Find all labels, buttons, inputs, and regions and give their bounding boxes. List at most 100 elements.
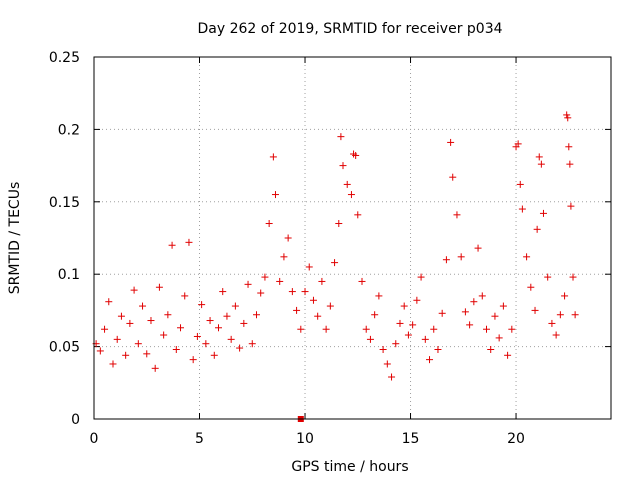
data-point xyxy=(537,160,545,168)
data-point xyxy=(309,296,317,304)
data-point xyxy=(335,220,343,228)
chart-title: Day 262 of 2019, SRMTID for receiver p03… xyxy=(197,21,502,37)
data-point xyxy=(172,345,180,353)
data-point xyxy=(276,277,284,285)
data-point xyxy=(151,364,159,372)
data-point xyxy=(470,298,478,306)
data-point xyxy=(181,292,189,300)
data-point xyxy=(430,325,438,333)
data-point xyxy=(478,292,486,300)
data-point xyxy=(556,311,564,319)
data-point xyxy=(504,351,512,359)
data-point xyxy=(565,143,573,151)
data-point xyxy=(318,277,326,285)
x-tick-label: 5 xyxy=(195,431,204,447)
grid-lines xyxy=(94,57,611,419)
y-tick-label: 0.05 xyxy=(49,340,80,356)
data-point xyxy=(265,220,273,228)
data-point xyxy=(535,153,543,161)
data-point xyxy=(301,288,309,296)
data-point xyxy=(293,306,301,314)
data-point xyxy=(442,256,450,264)
y-axis-label: SRMTID / TECUs xyxy=(7,182,23,295)
data-point xyxy=(143,350,151,358)
data-point xyxy=(347,191,355,199)
data-point xyxy=(449,173,457,181)
data-point xyxy=(527,283,535,291)
data-point xyxy=(105,298,113,306)
data-point xyxy=(438,309,446,317)
data-point xyxy=(117,312,125,320)
data-point xyxy=(388,373,396,381)
data-point xyxy=(474,244,482,252)
data-point xyxy=(109,360,117,368)
data-point xyxy=(533,225,541,233)
data-point xyxy=(421,335,429,343)
data-point xyxy=(261,273,269,281)
data-point xyxy=(236,344,244,352)
data-point xyxy=(383,360,391,368)
data-point xyxy=(362,325,370,333)
data-point xyxy=(392,340,400,348)
data-point xyxy=(202,340,210,348)
data-point xyxy=(352,151,360,159)
data-point xyxy=(337,133,345,141)
data-point xyxy=(514,140,522,148)
data-point xyxy=(457,253,465,261)
data-point xyxy=(544,273,552,281)
data-point xyxy=(257,289,265,297)
data-point xyxy=(453,211,461,219)
data-point xyxy=(322,325,330,333)
data-point xyxy=(297,325,305,333)
data-point xyxy=(240,319,248,327)
x-tick-label: 20 xyxy=(507,431,525,447)
data-point xyxy=(189,356,197,364)
data-point xyxy=(269,153,277,161)
data-points xyxy=(92,111,579,422)
data-point xyxy=(379,345,387,353)
data-point xyxy=(284,234,292,242)
data-point xyxy=(523,253,531,261)
data-point xyxy=(396,319,404,327)
data-point xyxy=(326,302,334,310)
data-point xyxy=(155,283,163,291)
data-point xyxy=(227,335,235,343)
data-point xyxy=(331,259,339,267)
data-point xyxy=(567,202,575,210)
data-point xyxy=(280,253,288,261)
data-point xyxy=(177,324,185,332)
data-point xyxy=(198,301,206,309)
data-point xyxy=(206,317,214,325)
data-point xyxy=(563,111,571,119)
data-point xyxy=(499,302,507,310)
data-point xyxy=(413,296,421,304)
data-point xyxy=(366,335,374,343)
data-point xyxy=(400,302,408,310)
data-point xyxy=(96,347,104,355)
y-tick-label: 0.25 xyxy=(49,50,80,66)
axis-ticks: 0 5 10 15 20 0 0.05 0.1 0.15 0.2 0.25 xyxy=(49,50,611,447)
data-point xyxy=(404,331,412,339)
data-point xyxy=(466,321,474,329)
data-point xyxy=(482,325,490,333)
data-point xyxy=(288,288,296,296)
x-tick-label: 10 xyxy=(296,431,314,447)
data-point xyxy=(495,334,503,342)
data-point xyxy=(461,308,469,316)
data-point xyxy=(564,114,572,122)
data-point xyxy=(160,331,168,339)
data-point xyxy=(113,335,121,343)
data-point xyxy=(126,319,134,327)
data-point xyxy=(566,160,574,168)
data-point xyxy=(409,321,417,329)
data-point xyxy=(447,138,455,146)
y-tick-label: 0.15 xyxy=(49,195,80,211)
data-point xyxy=(147,317,155,325)
data-point xyxy=(223,312,231,320)
data-point xyxy=(193,332,201,340)
data-point xyxy=(434,345,442,353)
x-tick-label: 0 xyxy=(90,431,99,447)
data-point xyxy=(539,209,547,217)
data-point xyxy=(487,345,495,353)
